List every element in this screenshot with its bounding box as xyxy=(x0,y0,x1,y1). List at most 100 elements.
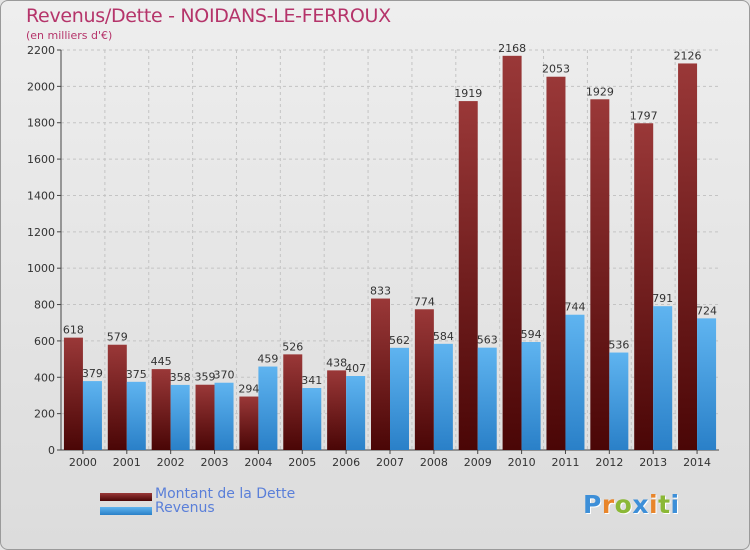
x-tick-label: 2007 xyxy=(376,456,404,469)
x-tick-label: 2011 xyxy=(551,456,579,469)
bar-debt xyxy=(678,63,698,451)
bar-debt xyxy=(327,370,347,450)
data-label-revenus: 370 xyxy=(214,369,235,382)
bar-debt xyxy=(239,396,259,450)
bar-revenus xyxy=(258,366,278,450)
y-tick-label: 0 xyxy=(48,444,55,457)
y-tick-label: 1800 xyxy=(27,117,55,130)
bar-revenus xyxy=(697,318,717,450)
bar-debt xyxy=(502,55,522,451)
bars xyxy=(63,55,717,451)
data-label-debt: 774 xyxy=(414,295,435,308)
bar-debt xyxy=(546,76,566,451)
data-label-revenus: 563 xyxy=(477,334,498,347)
bar-revenus xyxy=(433,343,453,450)
bar-debt xyxy=(371,298,390,450)
bar-revenus xyxy=(346,376,366,450)
bar-revenus xyxy=(214,382,234,450)
y-tick-label: 800 xyxy=(34,299,55,312)
x-tick-label: 2001 xyxy=(113,456,141,469)
bar-debt xyxy=(283,354,303,450)
y-tick-label: 2000 xyxy=(27,80,55,93)
bar-debt xyxy=(107,344,127,450)
bar-revenus xyxy=(565,314,585,450)
data-label-debt: 579 xyxy=(107,331,128,344)
y-tick-label: 400 xyxy=(34,371,55,384)
logo-letter: x xyxy=(632,490,649,519)
legend-swatch-debt xyxy=(100,493,152,501)
axes: 0 200 400 600 800 1000 1200 1400 1600 1800 2000 220… xyxy=(27,44,719,469)
data-label-debt: 833 xyxy=(370,285,391,298)
bar-debt xyxy=(458,101,478,450)
y-tick-label: 600 xyxy=(34,335,55,348)
bar-revenus xyxy=(390,347,409,450)
x-tick-label: 2003 xyxy=(201,456,229,469)
bar-revenus xyxy=(477,347,497,450)
bar-revenus xyxy=(653,306,673,450)
bar-revenus xyxy=(609,352,629,450)
chart-title: Revenus/Dette - NOIDANS-LE-FERROUX xyxy=(26,5,391,27)
data-label-revenus: 594 xyxy=(521,328,542,341)
data-label-revenus: 341 xyxy=(301,374,322,387)
bar-debt xyxy=(414,309,434,450)
x-tick-label: 2013 xyxy=(639,456,667,469)
data-label-debt: 1797 xyxy=(630,109,658,122)
data-label-revenus: 379 xyxy=(82,367,103,380)
x-tick-label: 2002 xyxy=(157,456,185,469)
legend-swatch-revenus xyxy=(100,507,152,515)
data-label-debt: 294 xyxy=(238,383,259,396)
x-tick-label: 2010 xyxy=(508,456,536,469)
y-tick-label: 1600 xyxy=(27,153,55,166)
data-label-revenus: 744 xyxy=(564,301,585,314)
y-tick-label: 2200 xyxy=(27,44,55,57)
data-label-revenus: 791 xyxy=(652,292,673,305)
x-tick-label: 2005 xyxy=(288,456,316,469)
data-label-debt: 2168 xyxy=(498,42,526,55)
logo-letter: o xyxy=(614,490,633,519)
data-label-debt: 1919 xyxy=(454,87,482,100)
y-tick-label: 200 xyxy=(34,408,55,421)
data-label-debt: 359 xyxy=(195,371,216,384)
bar-debt xyxy=(634,123,654,450)
logo-letter: P xyxy=(583,490,602,519)
y-tick-label: 1000 xyxy=(27,262,55,275)
x-tick-label: 2004 xyxy=(244,456,272,469)
data-label-debt: 2053 xyxy=(542,63,570,76)
data-label-revenus: 724 xyxy=(696,304,717,317)
logo-letter: i xyxy=(649,490,659,519)
data-label-debt: 2126 xyxy=(674,49,702,62)
data-label-debt: 526 xyxy=(282,340,303,353)
chart-subtitle: (en milliers d'€) xyxy=(26,29,113,42)
logo-letter: t xyxy=(658,490,671,519)
x-tick-label: 2006 xyxy=(332,456,360,469)
legend-label-revenus: Revenus xyxy=(155,500,215,516)
data-label-revenus: 584 xyxy=(433,330,454,343)
legend-label-debt: Montant de la Dette xyxy=(155,486,296,502)
data-label-revenus: 358 xyxy=(170,371,191,384)
x-tick-label: 2009 xyxy=(464,456,492,469)
bar-debt xyxy=(151,369,171,450)
x-tick-label: 2012 xyxy=(595,456,623,469)
logo-letter: i xyxy=(670,490,680,519)
y-tick-label: 1200 xyxy=(27,226,55,239)
bar-revenus xyxy=(126,381,146,450)
x-tick-label: 2000 xyxy=(69,456,97,469)
bar-revenus xyxy=(302,388,322,450)
bar-revenus xyxy=(521,342,541,450)
data-label-revenus: 536 xyxy=(608,339,629,352)
data-label-revenus: 407 xyxy=(345,362,366,375)
data-label-debt: 1929 xyxy=(586,85,614,98)
bar-revenus xyxy=(82,381,102,450)
data-label-revenus: 459 xyxy=(257,353,278,366)
y-tick-label: 1400 xyxy=(27,189,55,202)
bar-debt xyxy=(195,384,215,450)
bar-debt xyxy=(590,99,610,450)
data-label-revenus: 375 xyxy=(126,368,147,381)
bar-debt xyxy=(63,337,83,450)
x-tick-label: 2014 xyxy=(683,456,711,469)
data-label-revenus: 562 xyxy=(389,334,410,347)
data-label-debt: 618 xyxy=(63,324,84,337)
